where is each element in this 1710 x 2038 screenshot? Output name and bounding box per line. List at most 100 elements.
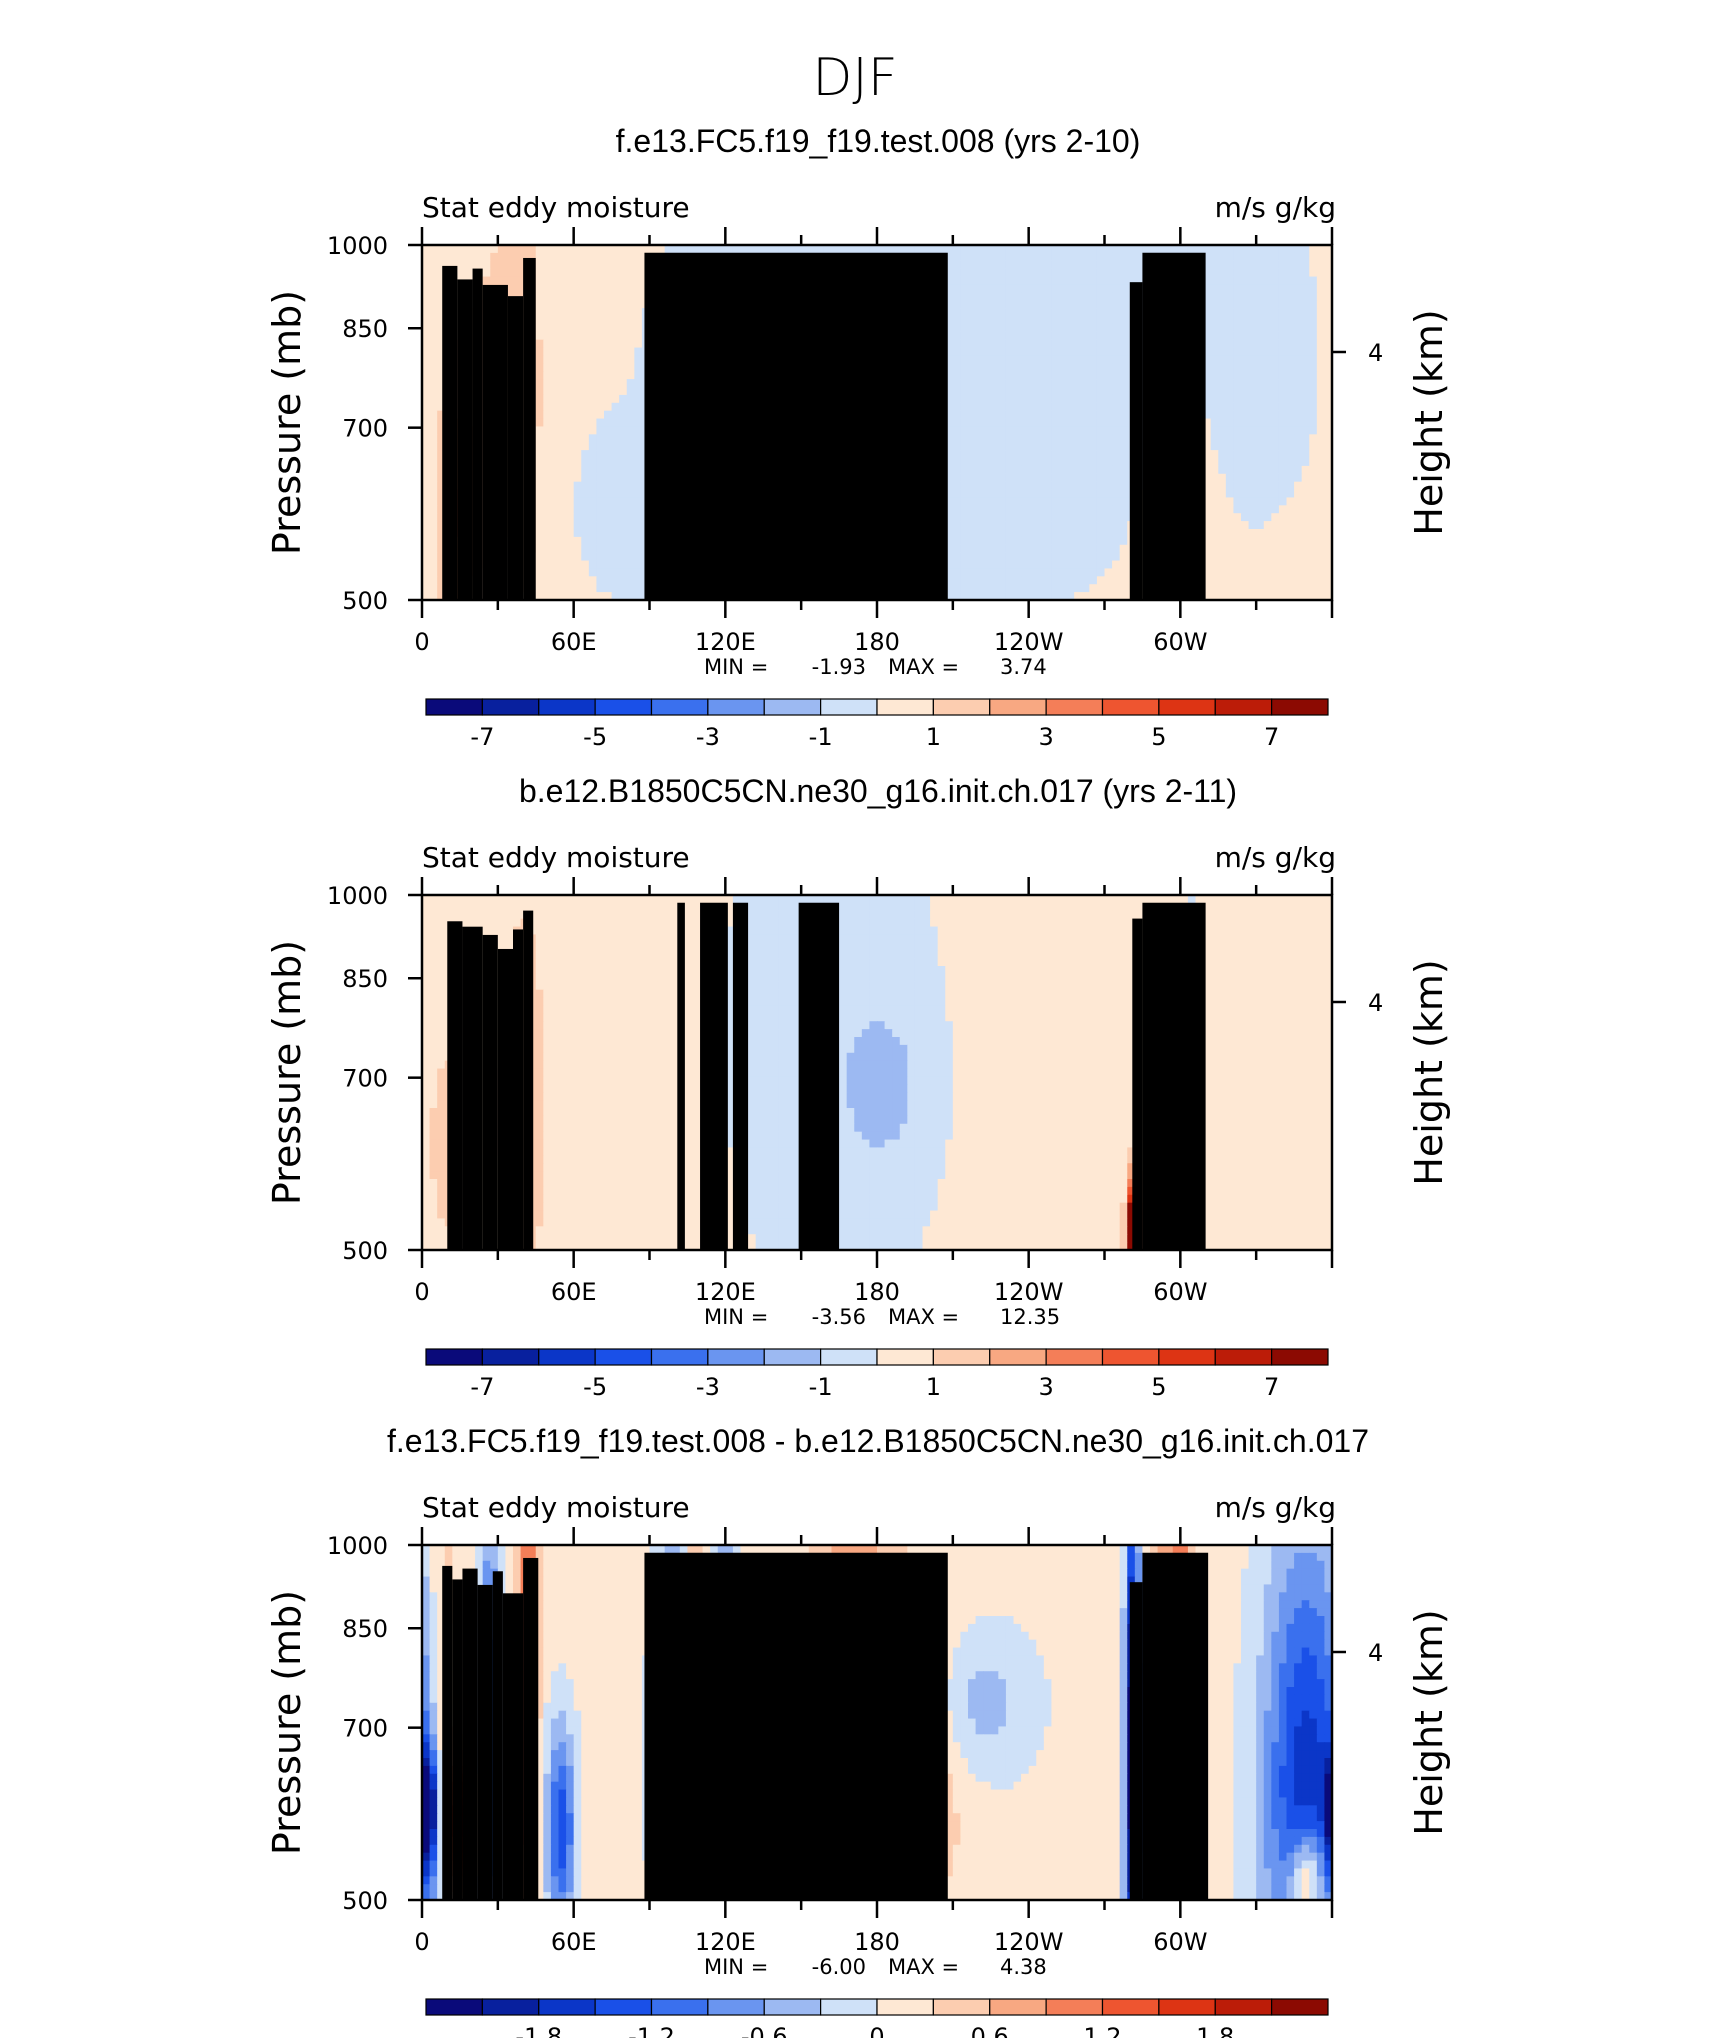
heatmap-cell xyxy=(1203,252,1212,262)
heatmap-cell xyxy=(1324,481,1333,491)
heatmap-cell xyxy=(596,473,605,483)
heatmap-cell xyxy=(558,323,567,333)
heatmap-cell xyxy=(952,536,962,546)
heatmap-cell xyxy=(1081,331,1090,341)
heatmap-cell xyxy=(535,387,544,396)
heatmap-cell xyxy=(1278,497,1288,506)
heatmap-cell xyxy=(968,568,977,577)
heatmap-cell xyxy=(588,268,598,278)
heatmap-cell xyxy=(998,323,1007,333)
heatmap-cell xyxy=(1316,347,1326,357)
heatmap-cell xyxy=(619,308,628,317)
heatmap-cell xyxy=(429,245,438,254)
heatmap-cell xyxy=(634,552,643,562)
heatmap-cell xyxy=(596,560,605,570)
heatmap-cell xyxy=(1013,316,1022,325)
heatmap-cell xyxy=(983,355,992,364)
heatmap-cell xyxy=(975,544,984,554)
heatmap-cell xyxy=(581,300,590,309)
heatmap-cell xyxy=(1256,347,1265,357)
heatmap-cell xyxy=(1059,331,1068,341)
heatmap-cell xyxy=(1021,331,1030,341)
heatmap-cell xyxy=(1112,402,1121,412)
heatmap-cell xyxy=(1324,505,1333,514)
heatmap-cell xyxy=(1021,300,1030,309)
heatmap-cell xyxy=(968,497,977,506)
heatmap-cell xyxy=(1028,355,1037,364)
heatmap-cell xyxy=(1119,316,1128,325)
heatmap-cell xyxy=(444,260,453,270)
heatmap-cell xyxy=(626,355,635,364)
heatmap-cell xyxy=(983,489,992,499)
heatmap-cell xyxy=(1104,284,1113,293)
heatmap-cell xyxy=(626,245,635,254)
heatmap-cell xyxy=(1119,458,1128,467)
heatmap-cell xyxy=(1096,418,1106,428)
heatmap-cell xyxy=(1089,387,1098,396)
heatmap-cell xyxy=(1104,426,1113,435)
heatmap-cell xyxy=(550,387,560,396)
heatmap-cell xyxy=(1294,418,1303,428)
heatmap-cell xyxy=(1043,410,1053,420)
heatmap-cell xyxy=(1119,268,1128,278)
heatmap-cell xyxy=(1028,560,1037,570)
heatmap-cell xyxy=(1256,442,1265,451)
heatmap-cell xyxy=(1112,379,1121,388)
heatmap-cell xyxy=(1203,276,1212,286)
heatmap-cell xyxy=(1112,355,1121,364)
heatmap-cell xyxy=(1104,252,1113,262)
heatmap-cell xyxy=(1210,560,1219,570)
heatmap-cell xyxy=(505,284,514,293)
heatmap-cell xyxy=(998,513,1007,522)
heatmap-cell xyxy=(1233,442,1242,451)
heatmap-cell xyxy=(1210,371,1219,380)
heatmap-cell xyxy=(1013,252,1022,262)
heatmap-cell xyxy=(960,308,969,317)
heatmap-cell xyxy=(1066,292,1075,301)
heatmap-cell xyxy=(1278,489,1288,499)
heatmap-cell xyxy=(1271,252,1280,262)
heatmap-cell xyxy=(611,513,620,522)
heatmap-cell xyxy=(1210,276,1219,286)
heatmap-cell xyxy=(596,387,605,396)
heatmap-cell xyxy=(611,268,620,278)
heatmap-cell xyxy=(998,268,1007,278)
heatmap-cell xyxy=(1316,529,1326,538)
heatmap-cell xyxy=(1225,284,1235,293)
heatmap-cell xyxy=(1036,260,1045,270)
heatmap-cell xyxy=(566,371,575,380)
heatmap-cell xyxy=(1074,442,1083,451)
heatmap-cell xyxy=(1256,308,1265,317)
heatmap-cell xyxy=(1271,268,1280,278)
heatmap-cell xyxy=(960,252,969,262)
heatmap-cell xyxy=(1256,363,1265,372)
heatmap-cell xyxy=(634,316,643,325)
heatmap-cell xyxy=(1294,252,1303,262)
heatmap-cell xyxy=(1112,308,1121,317)
heatmap-cell xyxy=(1036,363,1045,372)
heatmap-cell xyxy=(990,394,999,404)
heatmap-cell xyxy=(945,458,954,467)
heatmap-cell xyxy=(1233,513,1242,522)
heatmap-cell xyxy=(1241,536,1250,546)
heatmap-cell xyxy=(1324,300,1333,309)
heatmap-cell xyxy=(952,434,962,443)
heatmap-cell xyxy=(429,568,438,577)
heatmap-cell xyxy=(566,497,575,506)
heatmap-cell xyxy=(1119,252,1128,262)
heatmap-cell xyxy=(566,505,575,514)
heatmap-cell xyxy=(1316,245,1326,254)
heatmap-cell xyxy=(1021,505,1030,514)
heatmap-cell xyxy=(550,316,560,325)
heatmap-cell xyxy=(990,465,999,475)
heatmap-cell xyxy=(604,347,613,357)
heatmap-cell xyxy=(429,260,438,270)
heatmap-cell xyxy=(1309,513,1318,522)
heatmap-cell xyxy=(998,292,1007,301)
heatmap-cell xyxy=(960,560,969,570)
heatmap-cell xyxy=(588,505,598,514)
heatmap-cell xyxy=(1324,347,1333,357)
heatmap-cell xyxy=(566,323,575,333)
heatmap-cell xyxy=(1316,402,1326,412)
heatmap-cell xyxy=(1059,276,1068,286)
